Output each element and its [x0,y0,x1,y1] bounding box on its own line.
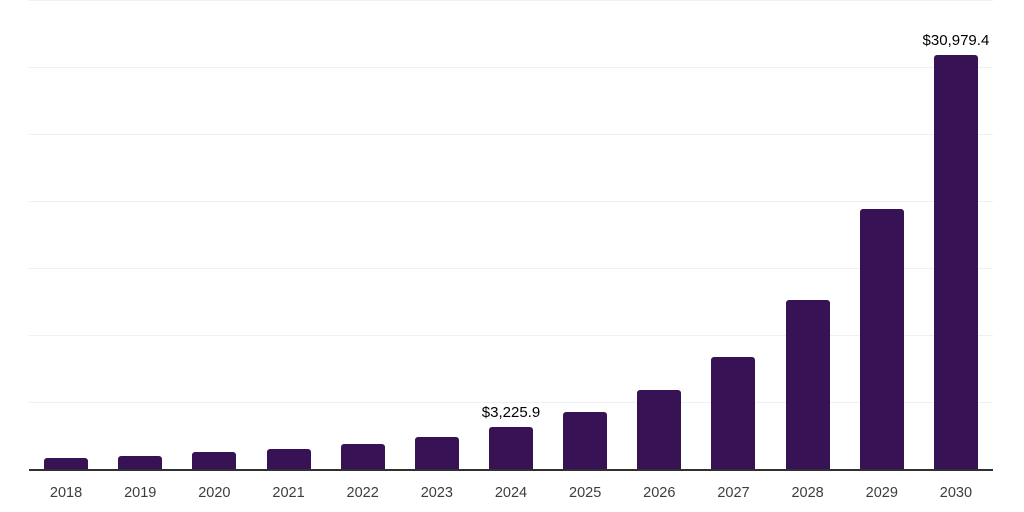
bar-2027 [711,357,756,470]
plot-area: $3,225.9 $30,979.4 [29,0,993,470]
bar-2029 [859,209,904,470]
gridline-15000 [29,268,993,269]
x-tick-2018: 2018 [49,485,83,501]
gridline-25000 [29,134,993,135]
gridline-5000 [29,402,993,403]
x-tick-2024: 2024 [494,485,528,501]
data-label-2030: $30,979.4 [922,31,990,49]
bar-2024 [489,426,533,470]
x-tick-2027: 2027 [717,485,750,501]
bar-2026 [637,390,682,470]
gridline-20000 [29,201,993,202]
bar-2018 [44,457,89,470]
x-tick-2025: 2025 [569,485,602,501]
x-axis-labels: 2018 2019 2020 2021 2022 2023 2024 2025 2026 2027… [0,484,1024,504]
data-label-2024: $3,225.9 [481,403,541,421]
bar-2019 [118,455,163,470]
x-tick-2022: 2022 [346,485,379,501]
x-tick-2021: 2021 [272,485,305,501]
x-tick-2030: 2030 [939,485,973,501]
bar-2023 [414,436,459,470]
gridline-10000 [29,335,993,336]
gridline-30000 [29,67,993,68]
bar-2022 [340,443,385,470]
bar-2025 [563,412,608,470]
x-tick-2029: 2029 [865,485,898,501]
x-tick-2026: 2026 [643,485,676,501]
bar-2030 [933,54,978,470]
x-tick-2019: 2019 [124,485,157,501]
gridline-35000 [29,0,993,1]
x-tick-2023: 2023 [420,485,453,501]
bar-2028 [785,299,830,470]
bar-2021 [266,448,311,470]
bar-2020 [192,452,237,470]
x-axis-line [29,469,993,471]
x-tick-2020: 2020 [198,485,231,501]
x-tick-2028: 2028 [791,485,824,501]
